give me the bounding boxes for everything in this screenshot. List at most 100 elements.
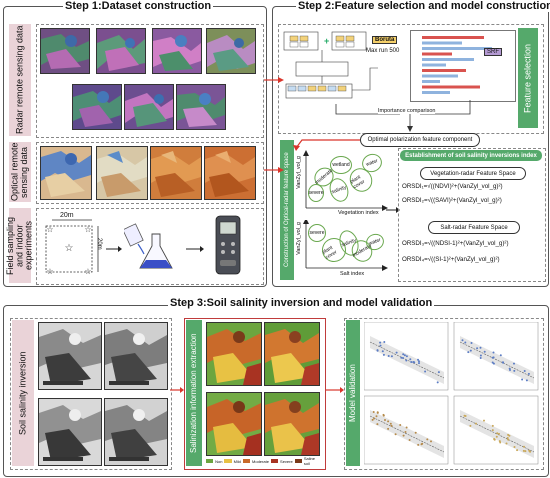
validation-point [382,413,385,416]
salinization-legend: Non Mild Moderate Severe Saline soil [206,456,320,466]
validation-point [467,351,470,354]
equation-1: ORSDI₁=√((NDVI)²+(VanZyl_vol_g)²) [402,183,503,190]
srf-bar [422,47,492,50]
validation-point [513,362,515,365]
validation-point [516,449,519,452]
validation-plot [453,322,539,391]
validation-point [414,431,417,434]
svg-text:☆: ☆ [46,225,53,234]
importance-comparison-label: Importance comparison [378,108,436,114]
extraction-map-2 [264,322,320,386]
validation-point [376,349,379,352]
validation-point [464,341,467,344]
validation-point [491,424,494,427]
validation-point [469,424,472,427]
validation-point [469,349,472,352]
validation-point [461,339,464,342]
validation-point [527,372,530,375]
radar-image-5 [72,84,122,130]
sampling-plot-diagram: ☆ ☆ ☆ ☆ ☆ [45,219,99,276]
legend-swatch-non [206,459,214,463]
srf-bar [422,52,452,56]
radar-image-4 [206,28,256,74]
validation-point [382,353,385,356]
model-validation-label: Model validation [346,320,360,466]
svg-text:☆: ☆ [46,267,53,276]
legend-swatch-severe [270,459,279,463]
optical-image-group [36,142,264,204]
validation-point [400,356,403,359]
salt-radar-space-box: Salt-radar Feature Space [428,221,520,234]
max-run-label: Max run 500 [366,48,400,54]
validation-point [524,450,527,453]
srf-bar [422,63,446,67]
equation-3: ORSDI₃=√((NDSI-1)²+(VanZyl_vol_g)²) [402,240,509,247]
legend-swatch-saline [294,459,302,463]
validation-point [522,449,525,452]
svg-text:☆: ☆ [84,267,91,276]
field-sampling-label: Field sampling and indoor experiments [5,208,34,283]
boruta-label: Boruta [372,36,398,44]
validation-point [502,361,505,364]
srf-bar [422,41,462,45]
salt-axis-y-label: VanZyl_vol_g [296,222,302,255]
validation-point [371,418,374,421]
salt-feature-space-plot [303,220,388,271]
validation-point [417,358,419,361]
validation-plot [364,322,449,391]
validation-point [463,414,466,417]
validation-point [507,438,510,441]
validation-point [513,369,516,372]
srf-bar [422,85,480,89]
validation-point [404,431,407,433]
validation-point [470,342,473,344]
optical-image-4 [204,146,256,200]
step-connector-arrows [264,77,284,173]
validation-point [476,347,479,350]
validation-point [376,423,379,426]
validation-point [493,438,496,441]
soil-inversion-label: Soil salinity inversion [12,320,34,466]
step1-title: Step 1:Dataset construction [63,0,214,12]
equation-2: ORSDI₂=√((SAVI)²+(VanZyl_vol_g)²) [402,197,502,204]
legend-swatch-moderate [242,459,251,463]
legend-mild: Mild [233,458,241,464]
validation-point [498,432,500,435]
validation-point [495,435,498,438]
srf-importance-chart [422,36,492,94]
model-validation-group [344,318,544,470]
feature-selection-label: Feature selection [518,28,538,128]
srf-bar [422,69,466,72]
ellipse-severe-2: severe [308,224,326,242]
validation-point [479,346,482,349]
validation-point [389,422,392,425]
validation-point [525,379,528,382]
validation-point [483,350,486,353]
salinization-extraction-label: Salinization information extraction [186,320,202,466]
step2-title: Step 2:Feature selection and model const… [296,0,550,12]
validation-point [402,353,405,356]
srf-bar [422,36,484,39]
validation-point [426,438,429,441]
extraction-map-4 [264,392,320,456]
conductivity-meter-icon [215,215,241,275]
radar-image-3 [152,28,202,74]
validation-point [387,355,390,357]
optimal-component-box: Optimal polarization feature component [360,133,480,147]
arrow-to-meter [186,246,204,252]
validation-point [496,432,499,435]
validation-point [523,445,525,448]
optical-image-1 [40,146,92,200]
validation-point [379,341,382,344]
validation-plot [364,395,449,465]
beaker-icon [124,223,173,269]
plot-width-label: 20m [60,212,74,219]
validation-point [479,354,482,357]
optical-image-2 [96,146,148,200]
validation-point [475,422,477,425]
validation-point [437,371,440,374]
inversion-map-2 [104,322,168,390]
radar-image-2 [96,28,146,74]
validation-point [418,362,420,365]
vegetation-radar-space-box: Vegetation-radar Feature Space [420,167,526,180]
